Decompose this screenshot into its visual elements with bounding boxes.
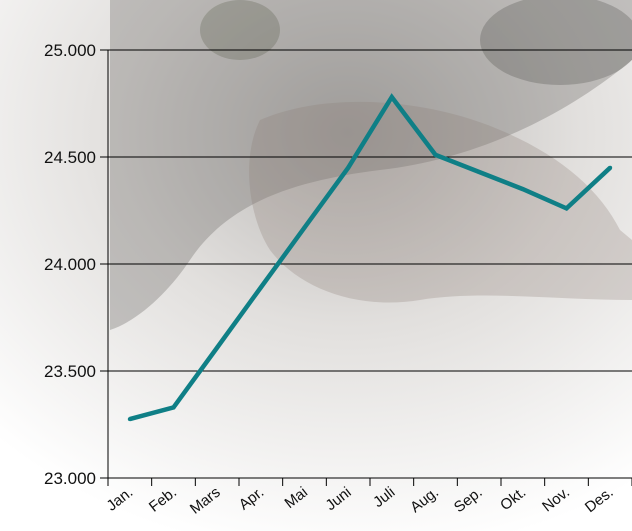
data-point	[389, 95, 394, 100]
y-tick-label: 25.000	[44, 41, 96, 60]
data-point	[127, 417, 132, 422]
data-point	[346, 165, 351, 170]
data-point	[608, 165, 613, 170]
data-point	[171, 405, 176, 410]
y-tick-label: 24.500	[44, 148, 96, 167]
data-point	[215, 345, 220, 350]
data-point	[564, 206, 569, 211]
data-point	[302, 225, 307, 230]
series-line-0	[129, 93, 612, 422]
y-tick-labels: 23.000 23.500 24.000 24.500 25.000	[44, 41, 96, 488]
data-point	[477, 169, 482, 174]
series-layer	[127, 93, 613, 422]
data-point	[433, 152, 438, 157]
y-tick-label: 24.000	[44, 255, 96, 274]
y-tick-label: 23.000	[44, 469, 96, 488]
axes	[100, 49, 632, 486]
data-point	[258, 285, 263, 290]
data-point	[520, 187, 525, 192]
y-tick-label: 23.500	[44, 362, 96, 381]
